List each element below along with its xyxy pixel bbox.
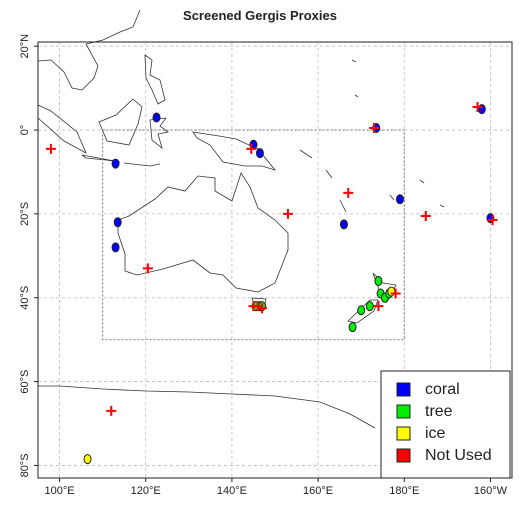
- chart-title: Screened Gergis Proxies: [183, 8, 337, 23]
- antarctica: [38, 385, 376, 429]
- legend-key: [396, 382, 411, 397]
- y-tick-label: 40°S: [19, 286, 31, 310]
- proxy-marker: [348, 322, 357, 333]
- x-tick-label: 180°E: [389, 485, 419, 497]
- proxy-marker: [113, 217, 122, 228]
- proxy-marker: [477, 104, 486, 115]
- proxy-marker: [248, 301, 259, 312]
- proxy-marker: [111, 158, 120, 169]
- y-tick-label: 20°N: [19, 34, 31, 59]
- philippines: [144, 54, 166, 105]
- legend-label: Not Used: [425, 447, 492, 464]
- y-tick-label: 20°S: [19, 202, 31, 226]
- proxy-marker: [373, 301, 384, 312]
- x-tick-label: 120°E: [131, 485, 161, 497]
- nz-south: [347, 299, 379, 324]
- proxy-marker: [255, 148, 264, 159]
- legend-label: ice: [425, 425, 446, 442]
- mainland-asia: [37, 9, 141, 91]
- x-tick-label: 140°E: [217, 485, 247, 497]
- proxy-marker: [111, 242, 120, 253]
- proxy-marker: [106, 405, 117, 416]
- sulawesi: [149, 117, 169, 150]
- x-tick-label: 100°E: [44, 485, 74, 497]
- proxy-marker: [339, 219, 348, 230]
- proxy-marker: [83, 454, 92, 465]
- new-guinea: [192, 131, 277, 171]
- proxy-marker: [365, 301, 374, 312]
- y-tick-label: 80°S: [19, 453, 31, 477]
- legend-key: [396, 448, 411, 463]
- y-tick-label: 60°S: [19, 370, 31, 394]
- proxy-marker: [374, 275, 383, 286]
- x-tick-label: 160°W: [474, 485, 508, 497]
- y-tick-label: 0°: [19, 125, 31, 136]
- proxy-marker: [387, 286, 396, 297]
- legend-label: tree: [425, 403, 453, 420]
- x-tick-label: 160°E: [303, 485, 333, 497]
- proxy-marker: [152, 112, 161, 123]
- proxy-marker: [343, 187, 354, 198]
- proxy-marker: [45, 143, 56, 154]
- region-box: [102, 129, 405, 341]
- proxy-marker: [472, 101, 483, 112]
- proxy-marker: [420, 210, 431, 221]
- proxy-marker: [282, 208, 293, 219]
- legend-key: [396, 426, 411, 441]
- sumatra: [37, 104, 87, 154]
- proxy-marker: [246, 143, 257, 154]
- proxy-marker: [357, 305, 366, 316]
- plot-frame: [37, 41, 513, 479]
- proxy-marker: [487, 215, 498, 226]
- legend-key: [396, 404, 411, 419]
- java: [81, 154, 161, 167]
- proxy-marker: [142, 263, 153, 274]
- pacific-islands: [299, 59, 445, 213]
- proxy-marker: [390, 288, 401, 299]
- borneo: [98, 98, 143, 146]
- australia: [117, 172, 289, 293]
- proxy-marker: [369, 122, 380, 133]
- proxy-marker: [395, 194, 404, 205]
- legend-label: coral: [425, 381, 460, 398]
